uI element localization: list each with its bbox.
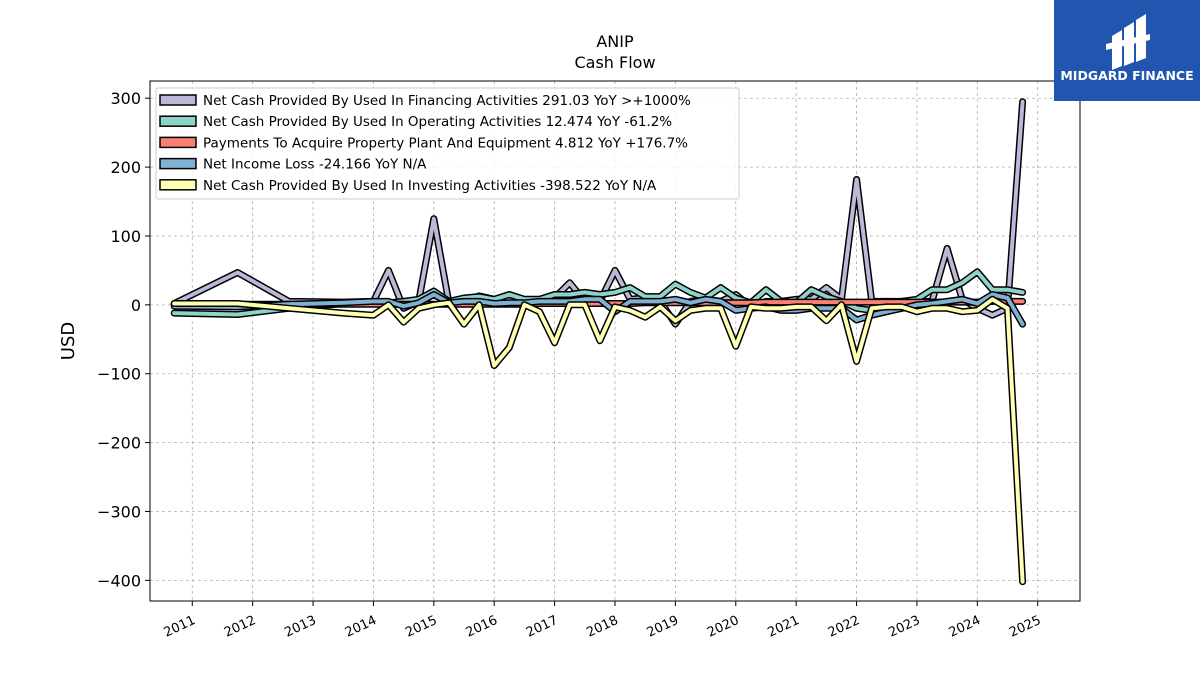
y-axis-ticks: 300 200 100 0 −100 −200 −300 −400 (97, 89, 150, 590)
y-tick-label: −200 (97, 434, 141, 453)
brand-name: MIDGARD FINANCE (1060, 68, 1193, 83)
legend-swatch (159, 179, 197, 191)
legend-box (155, 87, 740, 200)
legend-swatch (159, 115, 197, 127)
legend: Net Cash Provided By Used In Financing A… (155, 87, 740, 200)
legend-entry: Payments To Acquire Property Plant And E… (203, 135, 688, 151)
legend-entry: Net Cash Provided By Used In Investing A… (203, 178, 657, 194)
y-axis-label: USD (58, 322, 79, 360)
brand-logo: MIDGARD FINANCE (1054, 0, 1200, 101)
chart-title: ANIP (596, 32, 634, 51)
chart-subtitle: Cash Flow (574, 53, 655, 72)
series-line-4 (172, 297, 1025, 584)
y-tick-label: −100 (97, 365, 141, 384)
y-tick-label: −300 (97, 502, 141, 521)
y-tick-label: 100 (110, 227, 141, 246)
y-tick-label: 300 (110, 89, 141, 108)
legend-entry: Net Income Loss -24.166 YoY N/A (203, 157, 427, 173)
y-tick-label: 200 (110, 158, 141, 177)
legend-swatch (159, 94, 197, 106)
y-tick-label: 0 (131, 296, 141, 315)
legend-swatch (159, 136, 197, 149)
legend-swatch (159, 157, 197, 170)
series-lines (170, 98, 1027, 586)
brand-mark-icon (1106, 14, 1150, 70)
legend-entry: Net Cash Provided By Used In Financing A… (203, 93, 691, 109)
legend-entry: Net Cash Provided By Used In Operating A… (203, 114, 672, 130)
y-tick-label: −400 (97, 571, 141, 590)
